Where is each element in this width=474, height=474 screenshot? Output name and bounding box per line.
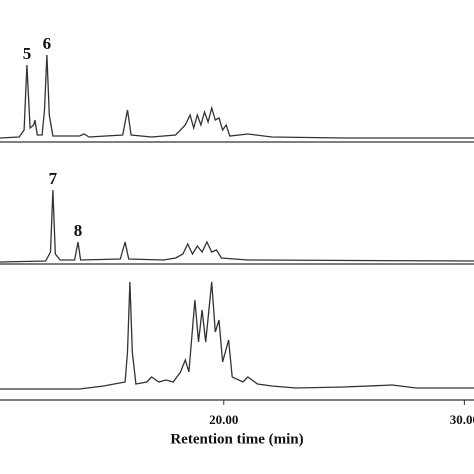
x-axis-label: Retention time (min): [170, 431, 303, 447]
x-tick-label: 30.00: [450, 412, 474, 427]
peak-label: 5: [23, 44, 32, 63]
trace: [0, 54, 474, 139]
trace: [0, 281, 474, 390]
trace: [0, 189, 474, 263]
x-tick-label: 20.00: [209, 412, 238, 427]
peak-label: 6: [43, 34, 52, 53]
peak-label: 8: [74, 221, 83, 240]
peak-label: 7: [49, 169, 58, 188]
